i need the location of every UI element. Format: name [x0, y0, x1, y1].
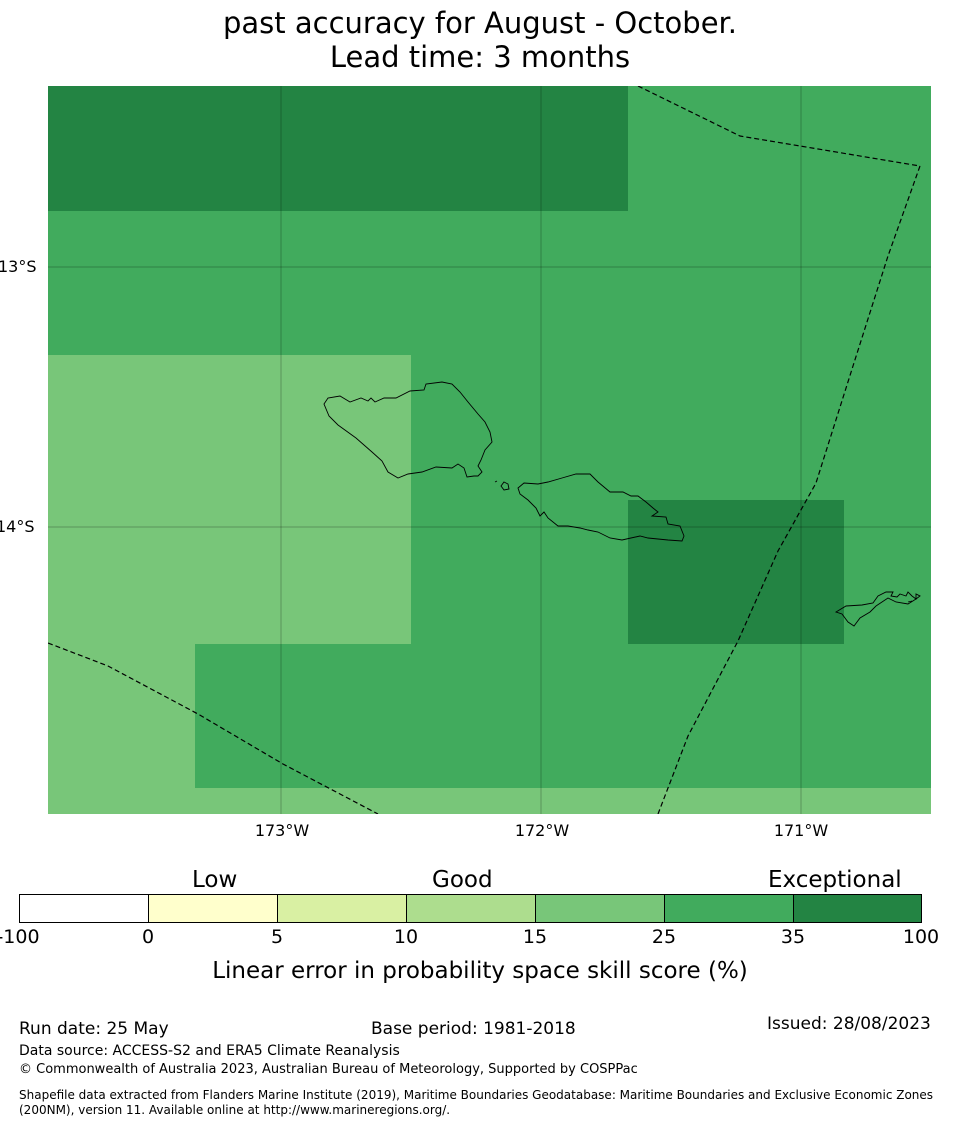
- lon-label-171w: 171°W: [773, 821, 829, 840]
- eez-boundary-east: [657, 165, 921, 814]
- legend-category-good: Good: [432, 867, 493, 893]
- colorbar-segment-below-0: [20, 895, 149, 922]
- colorbar-tick-100: 100: [902, 926, 940, 948]
- manono-islet-outline: [494, 480, 498, 483]
- colorbar-tick-15: 15: [522, 926, 548, 948]
- colorbar-divider: [148, 895, 149, 922]
- skill-colorbar: [19, 894, 922, 923]
- colorbar-segment-10-15: [407, 895, 536, 922]
- eez-boundary-north: [637, 86, 921, 167]
- skill-cell-band-15-25-south: [195, 788, 931, 814]
- colorbar-tick-minus-100: -100: [0, 926, 40, 948]
- coastlines: [323, 381, 921, 627]
- map-title-line-3: Lead time: 3 months: [329, 40, 631, 74]
- colorbar-tick-35: 35: [780, 926, 806, 948]
- legend-category-low: Low: [192, 867, 238, 893]
- colorbar-divider: [664, 895, 665, 922]
- colorbar-divider: [793, 895, 794, 922]
- run-date: Run date: 25 May: [19, 1019, 169, 1039]
- skill-cell-band-15-25-southwest: [48, 644, 195, 814]
- data-source: Data source: ACCESS-S2 and ERA5 Climate …: [19, 1043, 400, 1059]
- upolu-island-outline: [517, 473, 685, 542]
- colorbar-divider: [535, 895, 536, 922]
- maritime-boundaries: [48, 86, 921, 814]
- colorbar-tick-25: 25: [651, 926, 677, 948]
- colorbar-segment-35-100: [794, 895, 921, 922]
- colorbar-label: Linear error in probability space skill …: [212, 958, 748, 984]
- lat-label-14s: 14°S: [0, 517, 35, 536]
- colorbar-segment-5-10: [278, 895, 407, 922]
- copyright-notice: © Commonwealth of Australia 2023, Austra…: [19, 1062, 638, 1077]
- colorbar-segment-0-5: [149, 895, 278, 922]
- colorbar-divider: [277, 895, 278, 922]
- lat-label-13s: 13°S: [0, 257, 37, 276]
- colorbar-segment-25-35: [665, 895, 794, 922]
- map-panel: [48, 86, 931, 814]
- map-canvas: [48, 86, 931, 814]
- base-period: Base period: 1981-2018: [371, 1019, 576, 1039]
- graticule: [48, 86, 931, 814]
- skill-cell-band-15-25-west: [48, 355, 411, 644]
- skill-cell-exceptional-north: [48, 86, 628, 211]
- shapefile-credit-line-1: Shapefile data extracted from Flanders M…: [19, 1088, 934, 1102]
- colorbar-segment-15-25: [536, 895, 665, 922]
- aunuu-islet-outline: [907, 600, 913, 603]
- map-title-line-2: past accuracy for August - October.: [222, 6, 738, 40]
- lon-label-173w: 173°W: [254, 821, 310, 840]
- apolima-islet-outline: [500, 481, 510, 491]
- lon-label-172w: 172°W: [514, 821, 570, 840]
- colorbar-tick-5: 5: [270, 926, 284, 948]
- legend-category-exceptional: Exceptional: [768, 867, 902, 893]
- eez-boundary-southwest: [48, 642, 379, 814]
- colorbar-tick-0: 0: [141, 926, 155, 948]
- issued-date: Issued: 28/08/2023: [767, 1014, 931, 1034]
- tutuila-island-outline: [834, 591, 921, 627]
- shapefile-credit-line-2: (200NM), version 11. Available online at…: [19, 1103, 451, 1117]
- savaii-island-outline: [323, 381, 493, 479]
- colorbar-divider: [406, 895, 407, 922]
- skill-cell-exceptional-east: [628, 500, 844, 644]
- colorbar-tick-10: 10: [393, 926, 419, 948]
